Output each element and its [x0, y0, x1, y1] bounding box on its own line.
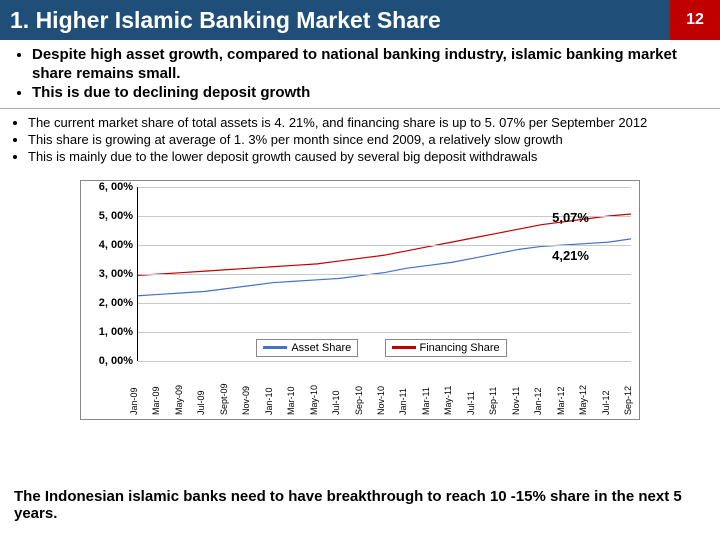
- market-share-chart: 0, 00% 1, 00% 2, 00% 3, 00% 4, 00% 5, 00% 6, 0…: [80, 180, 640, 420]
- x-tick-label: May-09: [174, 385, 184, 415]
- page-number: 12: [670, 0, 720, 40]
- x-tick-label: Jan-09: [129, 387, 139, 415]
- list-item: This share is growing at average of 1. 3…: [28, 132, 706, 149]
- x-tick-label: Mar-12: [556, 386, 566, 415]
- x-tick-label: Jul-11: [466, 391, 476, 415]
- x-tick-label: Jul-09: [196, 390, 206, 415]
- x-tick-label: Mar-09: [151, 386, 161, 415]
- x-tick-label: May-11: [443, 386, 453, 415]
- header-bar: 1. Higher Islamic Banking Market Share 1…: [0, 0, 720, 40]
- x-tick-label: Nov-11: [511, 387, 521, 415]
- value-callout: 4,21%: [552, 248, 589, 263]
- value-callout: 5,07%: [552, 210, 589, 225]
- legend-item: Asset Share: [256, 339, 358, 357]
- legend-item: Financing Share: [385, 339, 507, 357]
- x-tick-label: Jul-10: [331, 390, 341, 415]
- detail-points-list: The current market share of total assets…: [0, 108, 720, 172]
- y-tick-label: 5, 00%: [85, 210, 133, 222]
- y-tick-label: 0, 00%: [85, 355, 133, 367]
- x-tick-label: Jan-10: [264, 387, 274, 415]
- list-item: This is mainly due to the lower deposit …: [28, 149, 706, 166]
- x-tick-label: Sept-09: [219, 383, 229, 415]
- x-tick-label: Jan-12: [533, 387, 543, 415]
- list-item: Despite high asset growth, compared to n…: [32, 46, 700, 84]
- list-item: This is due to declining deposit growth: [32, 84, 700, 103]
- x-tick-label: Jul-12: [601, 390, 611, 415]
- key-points-list: Despite high asset growth, compared to n…: [0, 40, 720, 108]
- y-tick-label: 4, 00%: [85, 239, 133, 251]
- x-tick-label: Mar-11: [421, 387, 431, 415]
- list-item: The current market share of total assets…: [28, 115, 706, 132]
- x-tick-label: Sep-12: [623, 386, 633, 415]
- y-tick-label: 6, 00%: [85, 181, 133, 193]
- y-tick-label: 2, 00%: [85, 297, 133, 309]
- y-axis-labels: 0, 00%1, 00%2, 00%3, 00%4, 00%5, 00%6, 0…: [85, 181, 133, 361]
- x-axis-labels: Jan-09Mar-09May-09Jul-09Sept-09Nov-09Jan…: [137, 365, 631, 415]
- x-tick-label: Sep-11: [488, 387, 498, 415]
- x-tick-label: Sep-10: [354, 386, 364, 415]
- x-tick-label: May-12: [578, 385, 588, 415]
- plot-area: 5,07% 4,21% Asset Share Financing Share: [137, 187, 631, 361]
- page-title: 1. Higher Islamic Banking Market Share: [0, 0, 670, 40]
- x-tick-label: May-10: [309, 385, 319, 415]
- y-tick-label: 3, 00%: [85, 268, 133, 280]
- footer-conclusion: The Indonesian islamic banks need to hav…: [0, 480, 720, 530]
- x-tick-label: Nov-10: [376, 386, 386, 415]
- x-tick-label: Nov-09: [241, 386, 251, 415]
- x-tick-label: Mar-10: [286, 386, 296, 415]
- x-tick-label: Jan-11: [398, 388, 408, 415]
- y-tick-label: 1, 00%: [85, 326, 133, 338]
